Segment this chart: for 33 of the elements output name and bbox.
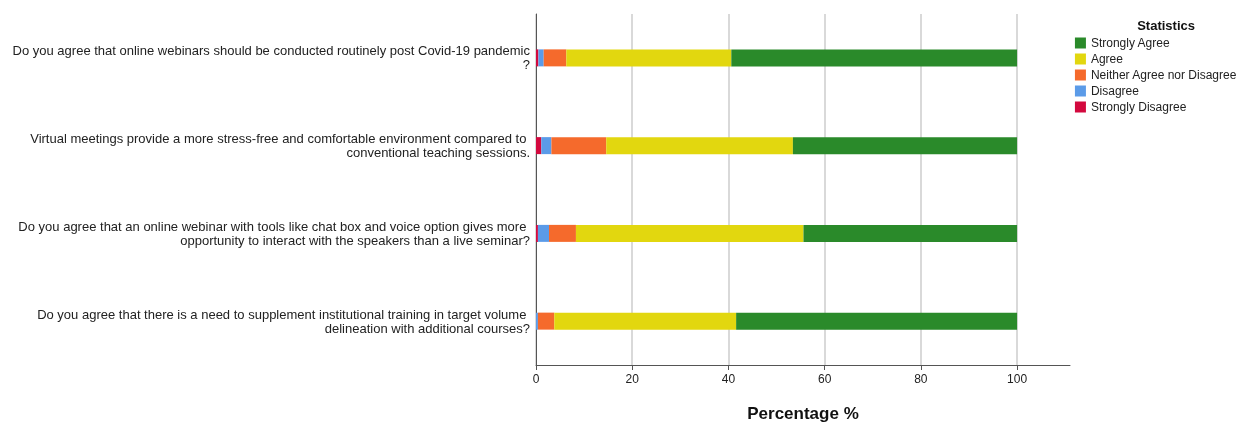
legend-label: Neither Agree nor Disagree [1090,68,1237,82]
bar [803,224,1018,242]
x-tick-label: 60 [817,372,832,386]
bar [736,312,1018,330]
bar [575,224,804,242]
bar [537,312,555,330]
y-tick-label: Do you agree that online webinars should be conducted routinely post Covid-19 pandemic? [12,43,531,73]
legend-label: Agree [1090,52,1124,66]
x-tick-label: 0 [532,372,540,386]
x-tick-label: 100 [1007,372,1028,386]
y-tick-label: Virtual meetings provide a more stress-free and comfortable environment compared to conventional teaching sessions. [30,131,530,161]
legend-label: Strongly Disagree [1090,100,1187,114]
legend-label: Disagree [1090,84,1140,98]
legend-label: Strongly Agree [1090,36,1170,50]
x-tick-label: 40 [721,372,736,386]
bar [536,137,542,155]
y-tick-label: Do you agree that an online webinar with tools like chat box and voice option gives more opportunity to interact with the speakers than a live seminar? [18,218,530,248]
y-tick-label: Do you agree that there is a need to supplement institutional training in target volume delineation with additional courses? [37,306,530,336]
x-tick-label: 80 [914,372,928,386]
bar [541,137,552,155]
bar [537,224,549,242]
bar [538,49,544,67]
bar [606,137,793,155]
bar [548,224,576,242]
bar [792,137,1018,155]
x-axis-title: Percentage % [747,404,859,423]
bar [731,49,1018,67]
legend-title: Statistics [1137,18,1196,33]
bar [551,137,607,155]
bar [554,312,737,330]
x-tick-label: 20 [625,372,640,386]
bar [543,49,567,67]
bar [566,49,732,67]
